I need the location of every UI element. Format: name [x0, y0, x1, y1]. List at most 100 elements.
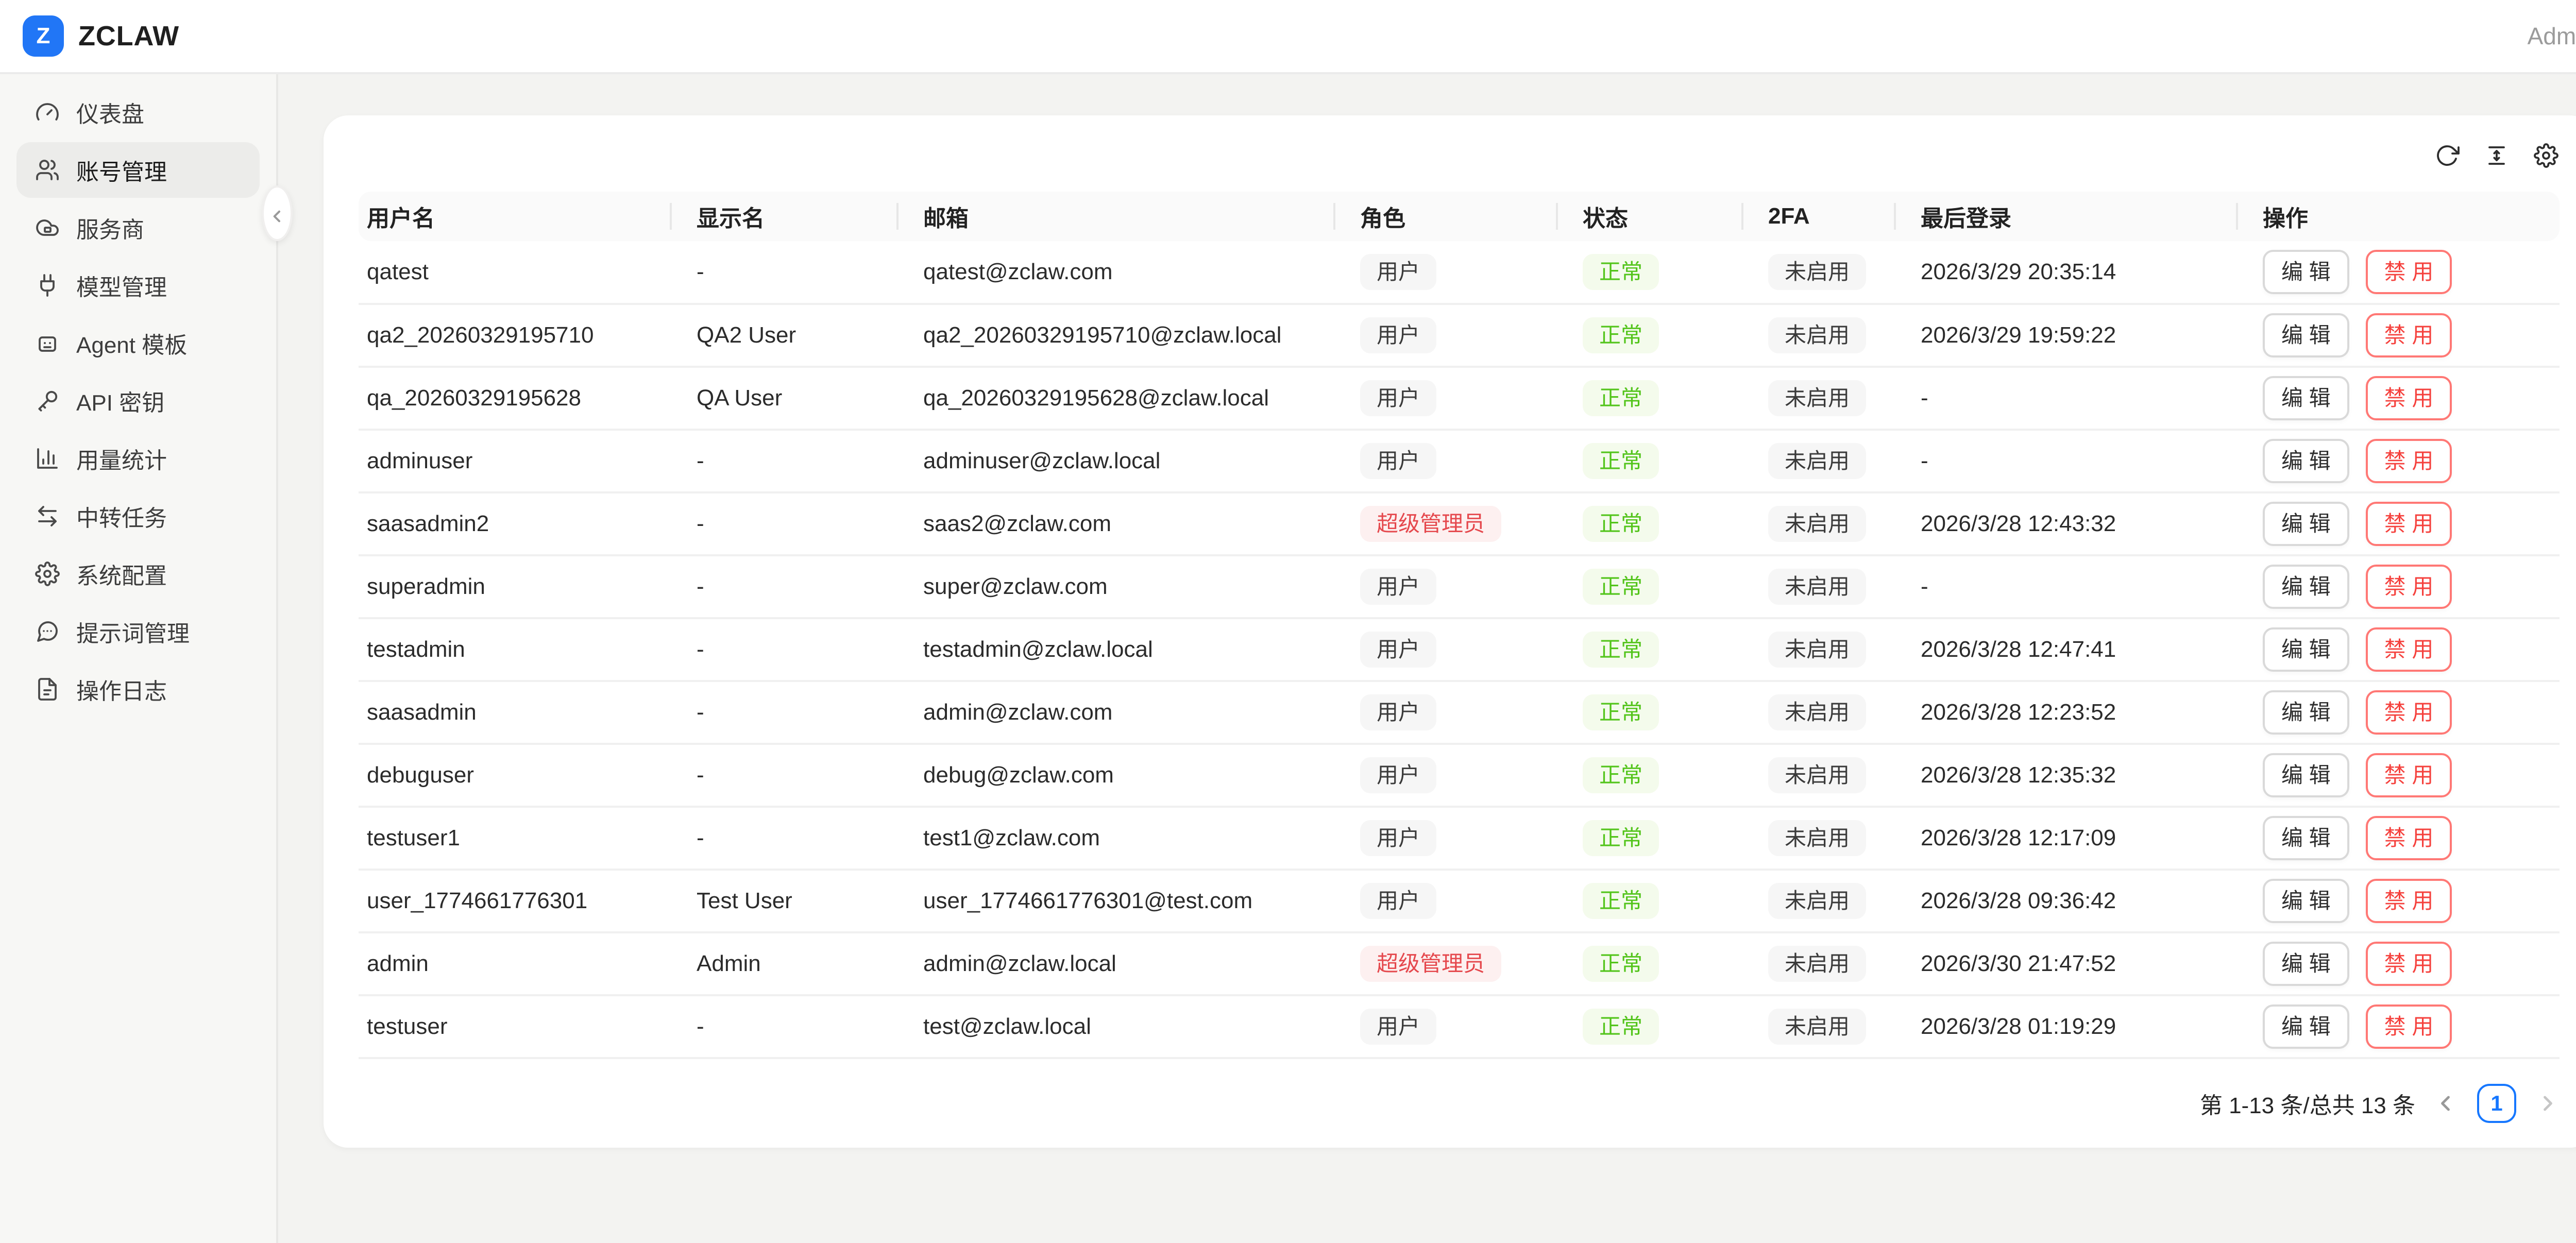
sidebar-item-system-config[interactable]: 系统配置 [16, 546, 260, 602]
cell-actions: 编 辑禁 用 [2238, 807, 2560, 871]
cell-last-login: - [1896, 430, 2238, 493]
edit-button[interactable]: 编 辑 [2263, 502, 2349, 546]
sidebar-item-prompt-management[interactable]: 提示词管理 [16, 604, 260, 659]
cell-status: 正常 [1558, 430, 1743, 493]
sidebar-item-relay-tasks[interactable]: 中转任务 [16, 488, 260, 544]
cell-status: 正常 [1558, 807, 1743, 871]
sidebar-item-model-management[interactable]: 模型管理 [16, 258, 260, 313]
plug-icon [35, 273, 60, 298]
pagination-summary: 第 1-13 条/总共 13 条 [2199, 1093, 2415, 1118]
cell-last-login: 2026/3/29 19:59:22 [1896, 304, 2238, 368]
cell-display-name: QA2 User [672, 304, 899, 368]
cell-status: 正常 [1558, 555, 1743, 619]
disable-button[interactable]: 禁 用 [2365, 502, 2452, 546]
edit-button[interactable]: 编 辑 [2263, 313, 2349, 357]
edit-button[interactable]: 编 辑 [2263, 376, 2349, 420]
sidebar-collapse-button[interactable] [262, 185, 293, 241]
row-actions: 编 辑禁 用 [2263, 627, 2535, 672]
cell-role: 用户 [1335, 367, 1558, 431]
disable-button[interactable]: 禁 用 [2365, 627, 2452, 672]
refresh-button[interactable] [2434, 143, 2461, 170]
sidebar-item-usage-stats[interactable]: 用量统计 [16, 431, 260, 486]
disable-button[interactable]: 禁 用 [2365, 816, 2452, 860]
edit-button[interactable]: 编 辑 [2263, 753, 2349, 797]
cell-last-login: 2026/3/28 01:19:29 [1896, 995, 2238, 1059]
disable-button[interactable]: 禁 用 [2365, 753, 2452, 797]
row-actions: 编 辑禁 用 [2263, 879, 2535, 923]
disable-button[interactable]: 禁 用 [2365, 942, 2452, 986]
sidebar-item-label: 中转任务 [76, 506, 167, 531]
pagination-next-icon[interactable] [2535, 1091, 2560, 1116]
role-badge: 用户 [1360, 1009, 1437, 1045]
edit-button[interactable]: 编 辑 [2263, 690, 2349, 735]
role-badge: 用户 [1360, 883, 1437, 919]
current-user-label[interactable]: Admin [2527, 23, 2576, 49]
cell-status: 正常 [1558, 618, 1743, 682]
pagination-prev-icon[interactable] [2434, 1091, 2459, 1116]
row-actions: 编 辑禁 用 [2263, 942, 2535, 986]
sidebar-item-agent-templates[interactable]: Agent 模板 [16, 315, 260, 371]
edit-button[interactable]: 编 辑 [2263, 1004, 2349, 1049]
twofa-badge: 未启用 [1768, 694, 1867, 730]
sidebar-item-account-management[interactable]: 账号管理 [16, 142, 260, 198]
disable-button[interactable]: 禁 用 [2365, 439, 2452, 483]
cell-2fa: 未启用 [1743, 555, 1896, 619]
refresh-icon [2435, 138, 2460, 176]
cell-2fa: 未启用 [1743, 492, 1896, 556]
status-badge: 正常 [1583, 757, 1659, 793]
cell-actions: 编 辑禁 用 [2238, 681, 2560, 745]
cell-email: admin@zclaw.com [899, 681, 1335, 745]
twofa-badge: 未启用 [1768, 820, 1867, 856]
cell-display-name: Test User [672, 870, 899, 933]
cell-email: admin@zclaw.local [899, 932, 1335, 996]
cell-email: test@zclaw.local [899, 995, 1335, 1059]
status-badge: 正常 [1583, 820, 1659, 856]
cell-actions: 编 辑禁 用 [2238, 367, 2560, 431]
edit-button[interactable]: 编 辑 [2263, 879, 2349, 923]
edit-button[interactable]: 编 辑 [2263, 250, 2349, 294]
edit-button[interactable]: 编 辑 [2263, 627, 2349, 672]
disable-button[interactable]: 禁 用 [2365, 1004, 2452, 1049]
edit-button[interactable]: 编 辑 [2263, 439, 2349, 483]
cell-2fa: 未启用 [1743, 304, 1896, 368]
twofa-badge: 未启用 [1768, 569, 1867, 605]
disable-button[interactable]: 禁 用 [2365, 250, 2452, 294]
cell-role: 用户 [1335, 744, 1558, 808]
edit-button[interactable]: 编 辑 [2263, 816, 2349, 860]
sidebar-item-dashboard[interactable]: 仪表盘 [16, 84, 260, 140]
cell-email: super@zclaw.com [899, 555, 1335, 619]
pagination-page-1-button[interactable]: 1 [2477, 1084, 2516, 1123]
edit-button[interactable]: 编 辑 [2263, 565, 2349, 609]
cell-username: qa_20260329195628 [359, 367, 672, 431]
edit-button[interactable]: 编 辑 [2263, 942, 2349, 986]
sidebar-item-label: 操作日志 [76, 679, 167, 704]
sidebar-item-operation-logs[interactable]: 操作日志 [16, 661, 260, 717]
cell-email: qatest@zclaw.com [899, 241, 1335, 305]
role-badge: 超级管理员 [1360, 946, 1502, 982]
role-badge: 超级管理员 [1360, 506, 1502, 542]
cell-username: admin [359, 932, 672, 996]
cell-username: user_1774661776301 [359, 870, 672, 933]
status-badge: 正常 [1583, 946, 1659, 982]
cell-display-name: - [672, 618, 899, 682]
cell-display-name: - [672, 430, 899, 493]
table-row: debuguser - debug@zclaw.com 用户 正常 未启用 2026/3/2… [359, 744, 2560, 808]
settings-button[interactable] [2533, 143, 2560, 170]
cell-actions: 编 辑禁 用 [2238, 870, 2560, 933]
disable-button[interactable]: 禁 用 [2365, 376, 2452, 420]
disable-button[interactable]: 禁 用 [2365, 879, 2452, 923]
row-height-button[interactable] [2483, 143, 2510, 170]
disable-button[interactable]: 禁 用 [2365, 313, 2452, 357]
disable-button[interactable]: 禁 用 [2365, 565, 2452, 609]
cell-role: 用户 [1335, 870, 1558, 933]
table-row: testuser - test@zclaw.local 用户 正常 未启用 2026/3/2… [359, 995, 2560, 1059]
disable-button[interactable]: 禁 用 [2365, 690, 2452, 735]
sidebar-item-providers[interactable]: 服务商 [16, 200, 260, 256]
sidebar-item-api-keys[interactable]: API 密钥 [16, 373, 260, 429]
twofa-badge: 未启用 [1768, 757, 1867, 793]
cell-last-login: - [1896, 367, 2238, 431]
cell-username: superadmin [359, 555, 672, 619]
role-badge: 用户 [1360, 317, 1437, 353]
key-icon [35, 388, 60, 413]
